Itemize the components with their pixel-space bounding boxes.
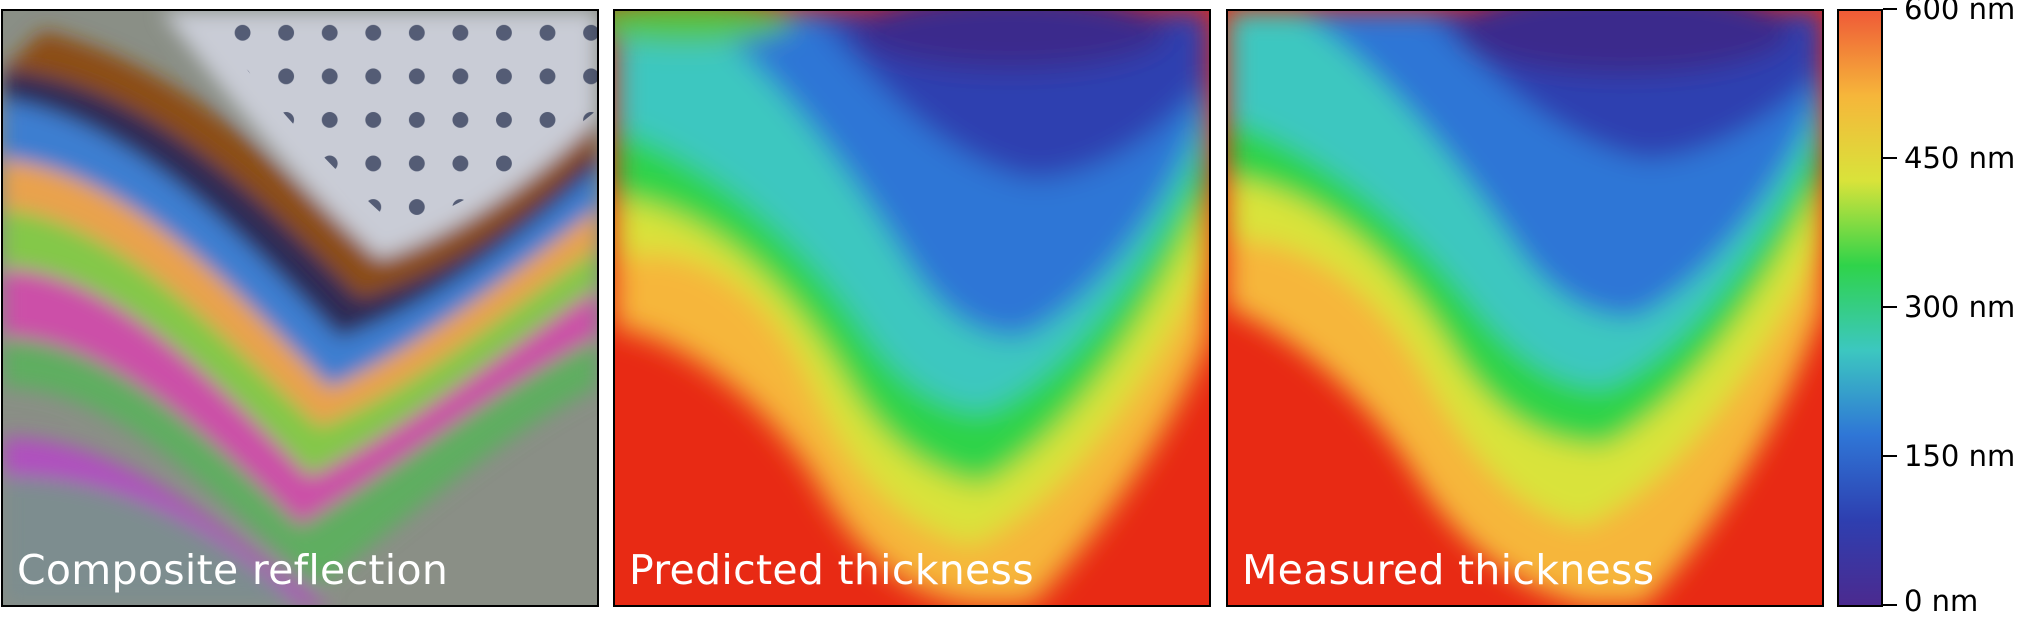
measured-thickness-map	[1228, 11, 1822, 605]
colorbar-tick	[1883, 8, 1897, 10]
panel-caption: Composite reflection	[17, 546, 449, 594]
colorbar-tick-label: 150 nm	[1904, 439, 2016, 473]
colorbar-tick-label: 600 nm	[1904, 0, 2016, 26]
predicted-thickness-panel: Predicted thickness	[613, 9, 1211, 607]
colorbar-tick-label: 0 nm	[1904, 584, 1979, 618]
colorbar-tick	[1883, 604, 1897, 606]
colorbar-tick	[1883, 455, 1897, 457]
composite-reflection-panel: Composite reflection	[1, 9, 599, 607]
colorbar-tick-label: 450 nm	[1904, 141, 2016, 175]
colorbar-tick	[1883, 306, 1897, 308]
panel-caption: Measured thickness	[1242, 546, 1655, 594]
colorbar-tick-label: 300 nm	[1904, 290, 2016, 324]
panel-caption: Predicted thickness	[629, 546, 1034, 594]
predicted-thickness-map	[615, 11, 1209, 605]
colorbar-tick	[1883, 157, 1897, 159]
thickness-colorbar	[1837, 9, 1883, 607]
measured-thickness-panel: Measured thickness	[1226, 9, 1824, 607]
composite-reflection-image	[3, 11, 597, 605]
colorbar-gradient	[1839, 11, 1881, 605]
